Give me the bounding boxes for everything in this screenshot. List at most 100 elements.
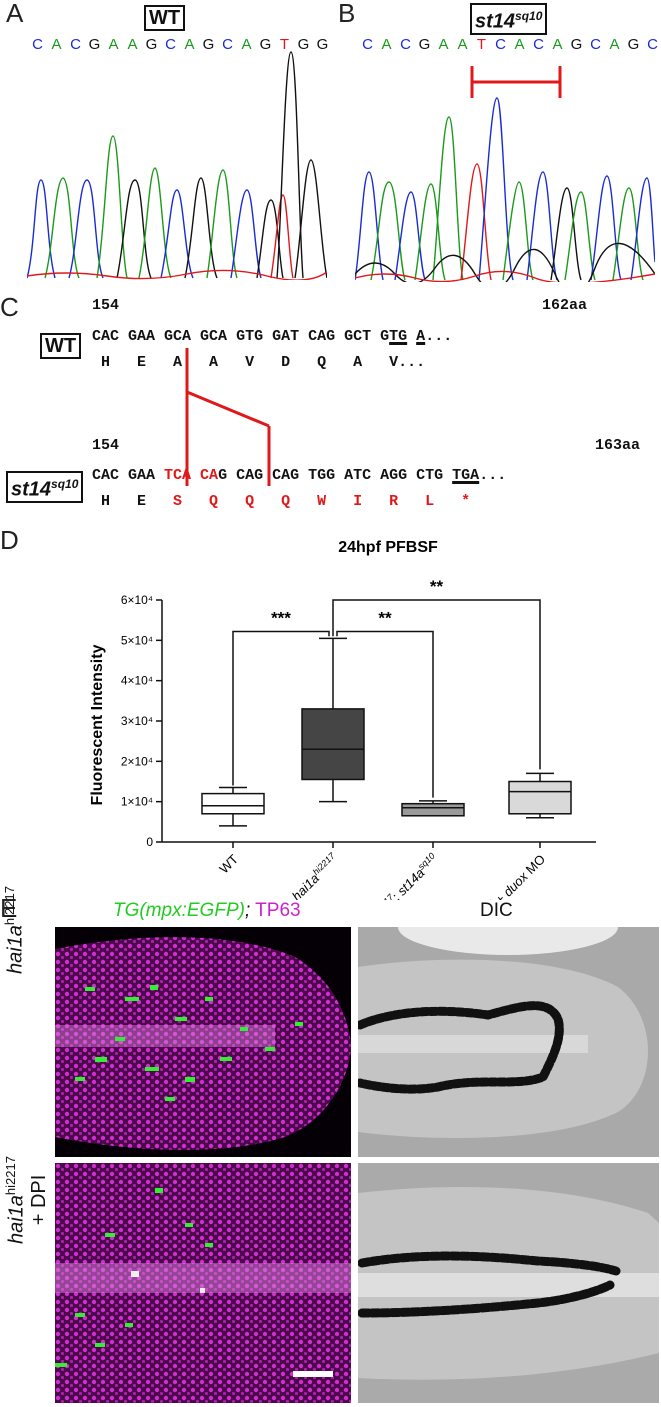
mut-amino-acid-red: Q (272, 493, 309, 510)
wt-codon: A (416, 328, 426, 345)
wt-codon: ... (425, 328, 453, 345)
wt-codon: GCA (164, 328, 201, 345)
mut-amino-acid-red: I (344, 493, 381, 510)
wt-codon: GCA (200, 328, 237, 345)
y-tick-label: 2×10⁴ (121, 754, 153, 768)
mut-codon: GAA (128, 467, 165, 484)
wt-amino-acid: H (92, 354, 129, 371)
panel-a-base: G (259, 36, 272, 53)
mut-amino-acid-red: * (452, 493, 489, 510)
wt-amino-acid: A (344, 354, 381, 371)
wt-amino-acid: D (272, 354, 309, 371)
wt-amino-acid: A (200, 354, 237, 371)
box (301, 708, 365, 781)
wt-codon: GCT (344, 328, 381, 345)
panel-b-base: A (514, 36, 525, 53)
spacer (407, 328, 416, 345)
panel-a-base: C (70, 36, 81, 53)
wt-start-position: 154 (92, 297, 120, 314)
significance-bracket (336, 630, 434, 798)
panel-a-base: G (316, 36, 329, 53)
mut-codon: TGG (308, 467, 345, 484)
box (401, 802, 465, 817)
scale-bar (293, 1371, 333, 1377)
x-tick-label: WT (216, 851, 241, 876)
deletion-connector (185, 348, 271, 486)
significance-label: ** (378, 608, 392, 627)
panel-a-base: A (127, 36, 138, 53)
mutant-codon-row: CAC GAA TCA CAG CAG CAG TGG ATC AGG CTG … (92, 467, 506, 484)
wt-amino-acid: Q (308, 354, 345, 371)
egfp-label: TG(mpx:EGFP) (113, 900, 245, 921)
x-tick-label: hai1ahi2217; st14asq10 (347, 851, 441, 900)
mut-codon-red: CA (200, 467, 219, 484)
y-tick-label: 6×10⁴ (121, 593, 153, 607)
mut-codon: CAG (272, 467, 309, 484)
y-tick-label: 1×10⁴ (121, 795, 153, 809)
significance-label: *** (271, 608, 291, 627)
panel-b-base: C (400, 36, 411, 53)
panel-b-letter: B (338, 0, 356, 28)
significance-label: ** (430, 577, 444, 596)
wt-amino-acid: E (128, 354, 165, 371)
panel-a-base: C (165, 36, 176, 53)
panel-c-mutant-label: st14sq10 (6, 471, 84, 503)
wt-codon: CAC (92, 328, 129, 345)
wt-codon: GAT (272, 328, 309, 345)
wt-amino-acid-row: H E A A V D Q A V... (92, 354, 443, 371)
panel-b-base: C (590, 36, 601, 53)
x-tick-label: hai1ahi2217 + duox MO (447, 851, 548, 900)
panel-a-base: C (222, 36, 233, 53)
mut-amino-acid-red: L (416, 493, 453, 510)
fluorescence-tail-row1 (55, 937, 351, 1151)
dic-tail-row1 (358, 927, 659, 1157)
row2-genotype-label: hai1ahi2217 + DPI (3, 1156, 50, 1244)
y-tick-label: 3×10⁴ (121, 714, 153, 728)
panel-b-base: G (570, 36, 583, 53)
wt-codon: GAA (128, 328, 165, 345)
mut-amino-acid: H (92, 493, 129, 510)
mutant-amino-acid-row: H E S Q Q Q W I R L * (92, 493, 488, 510)
panel-b-base: C (647, 36, 658, 53)
dic-header: DIC (480, 900, 513, 921)
panel-b-label: st14sq10 (470, 3, 548, 35)
wt-amino-acid: V... (380, 354, 444, 371)
panel-a-base: C (32, 36, 43, 53)
panel-b-base: T (476, 36, 487, 53)
mut-end-position: 163aa (595, 437, 641, 454)
mut-codon-red: TCA (164, 467, 201, 484)
mut-start-position: 154 (92, 437, 120, 454)
wt-codon: TG (389, 328, 408, 345)
panel-b-deletion-bracket (470, 66, 562, 98)
panel-a-base: A (184, 36, 195, 53)
fluorescence-tail-row2 (55, 1163, 351, 1403)
wt-codon: G (380, 328, 390, 345)
panel-b-base: C (495, 36, 506, 53)
panel-a-base: G (88, 36, 101, 53)
panel-b-base: A (438, 36, 449, 53)
chart-title: 24hpf PFBSF (338, 539, 438, 556)
panel-b-base: A (457, 36, 468, 53)
wt-codon: CAG (308, 328, 345, 345)
mut-codon: ... (479, 467, 507, 484)
y-tick-label: 4×10⁴ (121, 674, 153, 688)
y-axis-label: Fluorescent Intensity (89, 644, 106, 805)
panel-a-label: WT (144, 5, 186, 31)
box-plot-chart: 24hpf PFBSF Fluorescent Intensity 0 1×10⁴ 2×… (89, 539, 596, 900)
panel-a-letter: A (6, 0, 24, 28)
mut-codon: ATC (344, 467, 381, 484)
panel-b-chromatogram (355, 97, 655, 282)
panel-a-chromatogram (27, 51, 327, 280)
wt-codon: GTG (236, 328, 273, 345)
panel-a-base: G (145, 36, 158, 53)
mut-amino-acid-red: S (164, 493, 201, 510)
panel-a-base: G (297, 36, 310, 53)
panel-a-base: G (202, 36, 215, 53)
panel-b-base: G (418, 36, 431, 53)
significance-bracket (232, 630, 330, 786)
panel-a-base: T (279, 36, 290, 53)
stop-codon: TGA (452, 467, 480, 484)
box (201, 792, 265, 815)
